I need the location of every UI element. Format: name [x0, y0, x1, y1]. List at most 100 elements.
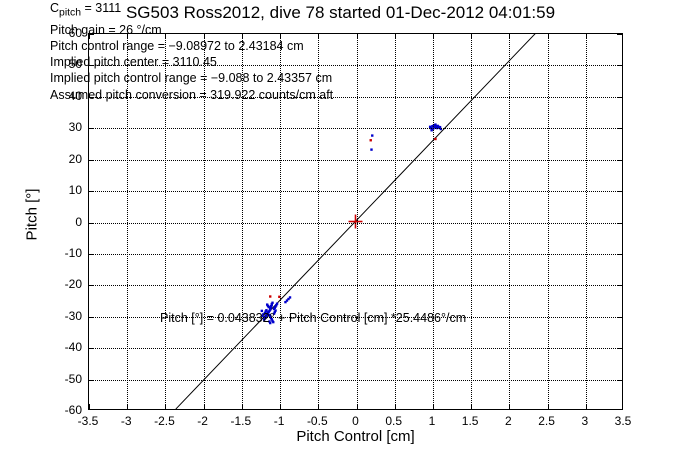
- grid-line-horizontal: [89, 159, 622, 161]
- x-tick-label: 1: [428, 414, 436, 428]
- x-axis-tick: [89, 34, 90, 39]
- data-point: [272, 307, 276, 311]
- grid-line-vertical: [585, 34, 587, 409]
- grid-line-vertical: [547, 34, 549, 409]
- grid-line-vertical: [509, 34, 511, 409]
- data-point: [436, 124, 439, 128]
- y-tick-label: -60: [64, 403, 82, 417]
- grid-line-vertical: [318, 34, 320, 409]
- data-point: [275, 302, 279, 305]
- y-axis-tick: [617, 379, 622, 381]
- y-axis-tick: [89, 191, 94, 193]
- y-tick-label: 20: [68, 151, 82, 166]
- x-tick-label: -3.5: [77, 414, 99, 428]
- y-axis-tick: [617, 128, 622, 130]
- x-axis-tick: [280, 34, 282, 39]
- c-pitch-value: = 3111: [81, 1, 122, 15]
- annotation-line-2: Pitch control range = −9.08972 to 2.4318…: [50, 38, 304, 53]
- grid-line-horizontal: [89, 285, 622, 287]
- grid-line-vertical: [432, 34, 434, 409]
- x-tick-label: 0.5: [385, 414, 403, 428]
- data-point: [271, 301, 274, 304]
- x-axis-tick: [241, 34, 243, 39]
- c-pitch-symbol: C: [50, 1, 60, 15]
- x-tick-label: 3.5: [614, 414, 632, 428]
- c-pitch-subscript: pitch: [59, 7, 82, 19]
- data-point: [371, 134, 374, 137]
- x-axis-tick: [318, 34, 320, 39]
- grid-line-horizontal: [89, 191, 622, 193]
- x-tick-label: -2: [197, 414, 208, 428]
- grid-line-horizontal: [89, 222, 622, 224]
- grid-line-vertical: [280, 34, 282, 409]
- data-point: [284, 300, 287, 304]
- data-point: [270, 304, 273, 307]
- data-point: [270, 302, 273, 306]
- y-axis-tick: [617, 191, 622, 193]
- grid-line-vertical: [241, 34, 243, 409]
- x-axis-tick: [585, 404, 587, 409]
- y-axis-tick: [617, 348, 622, 350]
- x-axis-tick: [356, 404, 358, 409]
- annotation-line-1: Pitch gain = 26 °/cm: [50, 22, 162, 37]
- annotation-c-pitch: Cpitch = 3111: [50, 0, 333, 22]
- y-tick-label: 60: [68, 26, 82, 40]
- x-axis-tick: [471, 404, 473, 409]
- x-axis-tick: [547, 404, 549, 409]
- y-tick-label: 40: [68, 88, 82, 103]
- y-axis-tick: [617, 96, 622, 98]
- grid-line-horizontal: [89, 348, 622, 350]
- grid-line-horizontal: [89, 316, 622, 318]
- data-point: [267, 305, 270, 309]
- y-tick-label: -30: [64, 308, 82, 323]
- y-axis-tick: [89, 222, 94, 224]
- y-tick-label: 50: [68, 57, 82, 72]
- y-tick-label: -50: [64, 371, 82, 386]
- y-axis-tick: [89, 128, 94, 130]
- x-axis-tick: [165, 34, 167, 39]
- x-axis-tick: [165, 404, 167, 409]
- data-point: [269, 304, 273, 308]
- y-axis-tick: [617, 65, 622, 67]
- x-axis-tick: [203, 34, 205, 39]
- y-axis-tick: [617, 285, 622, 287]
- grid-line-vertical: [165, 34, 167, 409]
- x-axis-tick: [432, 34, 434, 39]
- y-tick-label: 30: [68, 120, 82, 135]
- x-tick-label: -2.5: [154, 414, 175, 428]
- y-axis-tick: [89, 253, 94, 255]
- y-axis-tick: [89, 34, 94, 35]
- grid-line-vertical: [127, 34, 129, 409]
- y-axis-tick: [89, 285, 94, 287]
- data-point: [275, 304, 278, 307]
- data-point: [265, 303, 269, 306]
- x-axis-title: Pitch Control [cm]: [296, 428, 415, 445]
- y-axis-tick: [89, 65, 94, 67]
- x-axis-tick: [89, 404, 90, 409]
- y-axis-tick: [617, 222, 622, 224]
- x-tick-label: 2.5: [538, 414, 555, 428]
- x-axis-tick: [471, 34, 473, 39]
- y-axis-tick: [89, 316, 94, 318]
- data-point: [274, 305, 277, 308]
- x-axis-tick: [394, 34, 396, 39]
- grid-line-vertical: [471, 34, 473, 409]
- grid-line-horizontal: [89, 379, 622, 381]
- x-tick-label: 2: [505, 414, 512, 428]
- fit-equation-label: Pitch [°] = 0.043832° + Pitch Control [c…: [160, 311, 467, 325]
- x-axis-tick: [241, 404, 243, 409]
- x-axis-tick: [318, 404, 320, 409]
- x-tick-label: 3: [581, 414, 589, 428]
- data-point: [288, 296, 292, 299]
- y-axis-title: Pitch [°]: [23, 188, 41, 241]
- origin-plus-marker: [348, 214, 363, 229]
- x-tick-label: -0.5: [306, 414, 328, 428]
- x-axis-tick: [432, 404, 434, 409]
- data-point: [269, 306, 273, 309]
- x-axis-tick: [509, 404, 511, 409]
- data-point: [269, 307, 272, 310]
- y-tick-label: 0: [75, 214, 82, 229]
- grid-line-vertical: [203, 34, 205, 409]
- data-point: [285, 299, 289, 302]
- y-axis-tick: [617, 34, 622, 35]
